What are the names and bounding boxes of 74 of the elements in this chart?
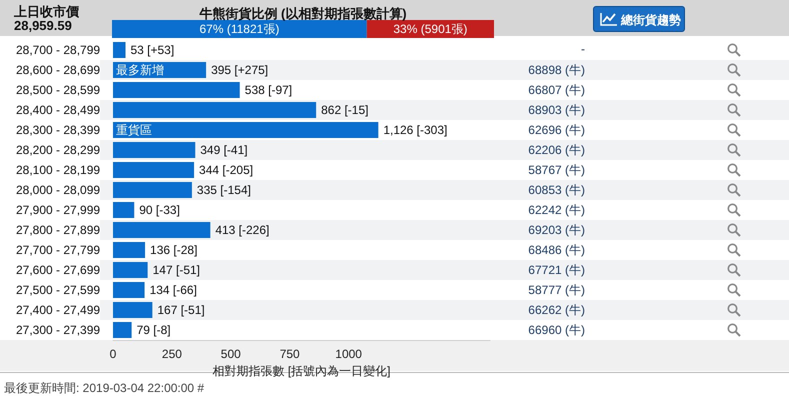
text: 58777 (牛) [528,282,585,299]
y-tick-label: 28,700 - 28,799 [16,43,100,57]
text: 上日收市價 [14,3,79,20]
bar [113,242,146,258]
bar [113,82,240,98]
y-tick-label: 28,200 - 28,299 [16,143,100,157]
data-label: 395 [+275] [211,63,268,77]
x-tick-label: 750 [280,347,300,361]
text: 68486 (牛) [528,242,585,259]
y-tick-label: 28,100 - 28,199 [16,163,100,177]
bar [113,162,194,178]
y-tick-label: 27,500 - 27,599 [16,283,100,297]
text: 28,959.59 [14,18,72,33]
bar [113,262,148,278]
data-label: 134 [-66] [150,283,197,297]
chart-title: 牛熊街貨比例 (以相對期指張數計算) [198,6,407,21]
text: 67721 (牛) [528,262,585,279]
data-label: 538 [-97] [244,83,292,97]
x-tick-label: 250 [162,347,182,361]
y-tick-label: 27,800 - 27,899 [16,223,100,237]
data-label: 90 [-33] [139,203,180,217]
bar [113,182,192,198]
bar [113,282,145,298]
y-tick-label: 27,600 - 27,699 [16,263,100,277]
y-tick-label: 28,300 - 28,399 [16,123,100,137]
y-tick-label: 28,500 - 28,599 [16,83,100,97]
data-label: 167 [-51] [157,303,205,317]
y-tick-label: 27,900 - 27,999 [16,203,100,217]
bar [113,202,134,218]
text: 66807 (牛) [528,82,585,99]
data-label: 136 [-28] [150,243,198,257]
y-tick-label: 27,700 - 27,799 [16,243,100,257]
bar [113,42,126,58]
bar [113,142,196,158]
y-tick-label: 27,400 - 27,499 [16,303,100,317]
text: 66960 (牛) [528,322,585,339]
x-tick-label: 500 [220,347,242,361]
data-label: 413 [-226] [215,223,270,237]
x-axis-title: 相對期指張數 [括號內為一日變化] [212,364,391,378]
data-label: 67% (11821張) [199,22,280,36]
text: 66262 (牛) [528,302,585,319]
data-label: 53 [+53] [130,43,174,57]
annotation: 重貨區 [116,122,152,139]
text: 最後更新時間: 2019-03-04 22:00:00 # [4,380,204,397]
data-label: 1,126 [-303] [383,123,448,137]
bar [113,322,132,338]
data-label: 79 [-8] [136,323,171,337]
data-label: 335 [-154] [196,183,251,197]
y-tick-label: 28,600 - 28,699 [16,63,100,77]
text: 總街貨趨勢 [621,12,681,29]
data-label: 147 [-51] [152,263,200,277]
bar [113,122,378,138]
text: 62696 (牛) [528,122,585,139]
data-label: 349 [-41] [200,143,248,157]
x-tick-label: 1000 [335,347,362,361]
data-label: 344 [-205] [199,163,254,177]
text: 58767 (牛) [528,162,585,179]
bar [113,302,152,318]
text: 62206 (牛) [528,142,585,159]
y-tick-label: 27,300 - 27,399 [16,323,100,337]
text: 68898 (牛) [528,62,585,79]
bar [113,222,210,238]
annotation: 最多新增 [116,62,164,79]
y-tick-label: 28,400 - 28,499 [16,103,100,117]
text: 68903 (牛) [528,102,585,119]
text: 60853 (牛) [528,182,585,199]
x-tick-label: 0 [110,347,117,361]
bar [113,102,316,118]
text: 69203 (牛) [528,222,585,239]
text: 62242 (牛) [528,202,585,219]
data-label: 862 [-15] [321,103,368,117]
text: - [581,42,585,56]
data-label: 33% (5901張) [393,22,468,36]
y-tick-label: 28,000 - 28,099 [16,183,100,197]
